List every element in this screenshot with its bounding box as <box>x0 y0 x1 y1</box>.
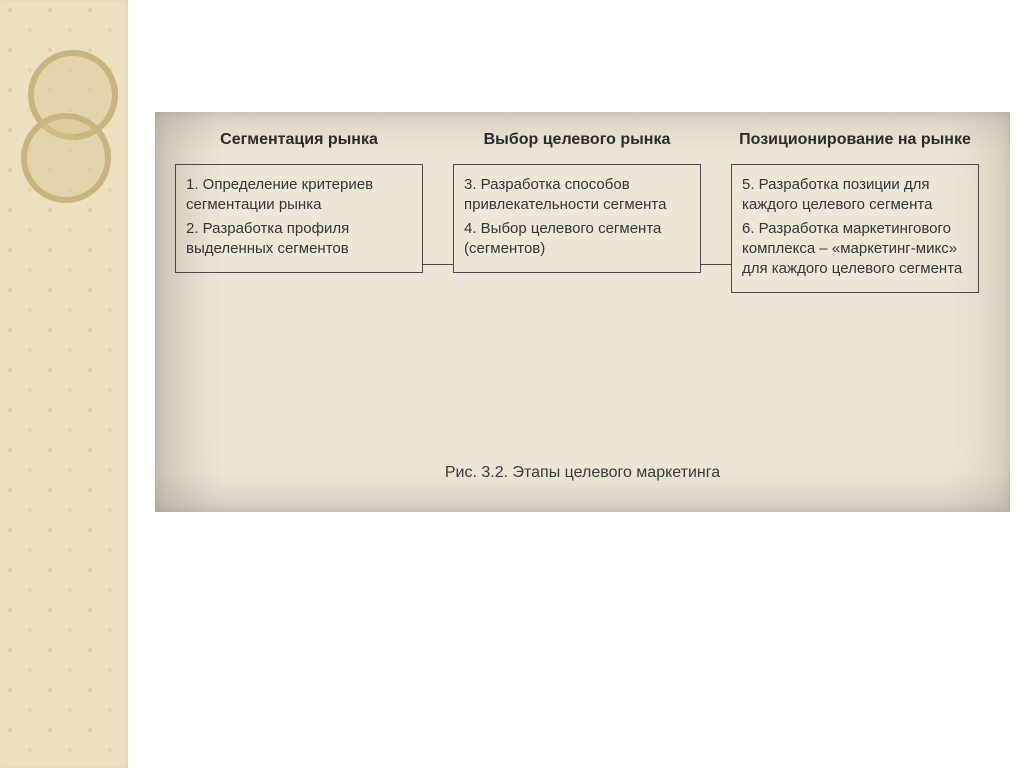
list-item: 1. Определение критериев сегментации рын… <box>186 175 412 216</box>
figure-caption: Рис. 3.2. Этапы целевого маркетинга <box>155 464 1010 482</box>
list-item: 5. Разработка позиции для каждого целево… <box>742 175 968 216</box>
connector <box>423 264 453 265</box>
list-item: 6. Разработка маркетингового комплекса –… <box>742 219 968 280</box>
flowchart-column-1: Сегментация рынка 1. Определение критери… <box>175 130 423 273</box>
list-item: 4. Выбор целевого сегмента (сегментов) <box>464 219 690 260</box>
column-title: Выбор целевого рынка <box>484 130 671 150</box>
list-item: 2. Разработка профиля выделенных сегмент… <box>186 219 412 260</box>
decorative-sidebar <box>0 0 128 768</box>
flowchart-box: 3. Разработка способов привлекательности… <box>453 164 701 273</box>
figure-panel: Сегментация рынка 1. Определение критери… <box>155 112 1010 512</box>
list-item: 3. Разработка способов привлекательности… <box>464 175 690 216</box>
rings-ornament-icon <box>18 40 128 240</box>
flowchart-box: 1. Определение критериев сегментации рын… <box>175 164 423 273</box>
flowchart-column-3: Позиционирование на рынке 5. Разработка … <box>731 130 979 293</box>
connector <box>701 264 731 265</box>
flowchart-columns: Сегментация рынка 1. Определение критери… <box>175 130 990 293</box>
flowchart-box: 5. Разработка позиции для каждого целево… <box>731 164 979 293</box>
column-title: Позиционирование на рынке <box>739 130 971 150</box>
flowchart-column-2: Выбор целевого рынка 3. Разработка спосо… <box>453 130 701 273</box>
column-title: Сегментация рынка <box>220 130 378 150</box>
